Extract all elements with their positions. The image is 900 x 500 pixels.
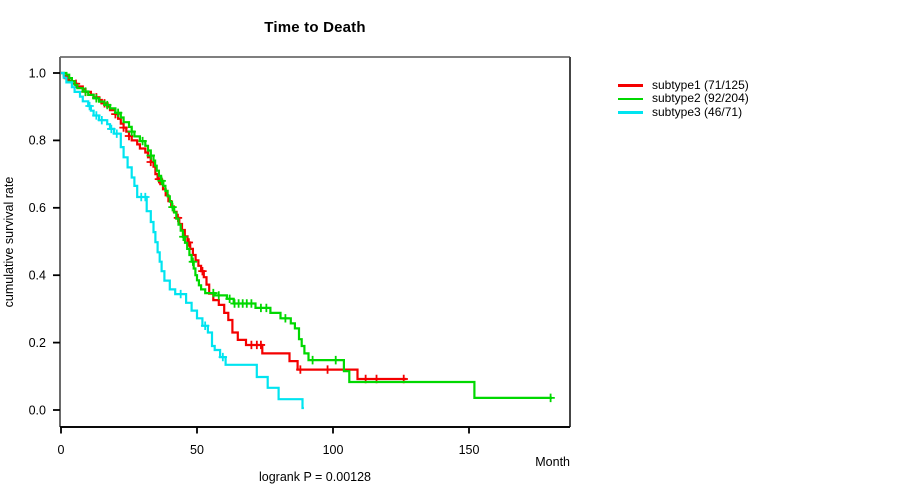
- censor-mark-subtype2: [331, 355, 340, 365]
- y-tick-label: 0.8: [29, 134, 46, 148]
- censor-mark-subtype2: [188, 257, 198, 266]
- censor-mark-subtype3: [200, 321, 210, 330]
- survival-curve-subtype2: [61, 71, 552, 399]
- censor-mark-subtype3: [218, 352, 228, 362]
- censor-mark-subtype2: [113, 108, 123, 117]
- x-axis-label: Month: [535, 455, 570, 469]
- x-tick-label: 100: [323, 443, 344, 457]
- censor-mark-subtype2: [262, 303, 271, 313]
- censor-mark-subtype2: [179, 232, 188, 241]
- censor-mark-subtype2: [157, 176, 166, 186]
- plot-legend: subtype1 (71/125) subtype2 (92/204) subt…: [618, 78, 749, 119]
- x-tick-label: 50: [190, 443, 204, 457]
- censor-mark-subtype3: [112, 129, 121, 138]
- censor-mark-subtype2: [308, 355, 317, 365]
- censor-mark-subtype1: [256, 340, 266, 350]
- plot-title: Time to Death: [264, 19, 366, 36]
- censor-mark-subtype1: [323, 365, 332, 374]
- censor-mark-subtype1: [124, 131, 134, 141]
- censor-mark-subtype2: [81, 87, 90, 96]
- censor-mark-subtype2: [138, 136, 147, 146]
- legend-label-subtype1: subtype1 (71/125): [652, 78, 749, 92]
- censor-mark-subtype2: [103, 100, 112, 110]
- censor-mark-subtype3: [176, 289, 185, 299]
- censor-mark-subtype3: [141, 192, 150, 202]
- y-tick-label: 0.2: [29, 336, 46, 350]
- y-tick-label: 1.0: [29, 66, 46, 80]
- censor-mark-subtype1: [119, 123, 128, 132]
- y-tick-label: 0.6: [29, 201, 46, 215]
- censor-mark-subtype2: [168, 202, 177, 212]
- censor-mark-subtype3: [85, 101, 94, 111]
- legend-line-swatch-subtype1: [618, 84, 643, 87]
- censor-mark-subtype2: [281, 314, 290, 323]
- censor-mark-subtype3: [92, 111, 101, 120]
- censor-mark-subtype2: [225, 294, 234, 303]
- legend-item-subtype3: subtype3 (46/71): [618, 104, 749, 119]
- legend-item-subtype1: subtype1 (71/125): [618, 78, 749, 92]
- x-tick-label: 0: [58, 443, 65, 457]
- survival-curve-subtype1: [61, 71, 407, 381]
- legend-label-subtype2: subtype2 (92/204): [652, 91, 749, 106]
- legend-label-subtype3: subtype3 (46/71): [652, 104, 743, 119]
- censor-mark-subtype2: [209, 288, 218, 298]
- y-axis-label: cumulative survival rate: [2, 176, 16, 308]
- censor-mark-subtype2: [146, 151, 155, 160]
- logrank-pvalue-annotation: logrank P = 0.00128: [258, 470, 371, 484]
- censor-mark-subtype2: [92, 94, 101, 103]
- legend-item-subtype2: subtype2 (92/204): [618, 91, 749, 106]
- censor-mark-subtype1: [296, 365, 305, 374]
- censor-mark-subtype2: [546, 393, 555, 403]
- censor-mark-subtype1: [198, 266, 207, 276]
- censor-mark-subtype2: [127, 127, 136, 136]
- legend-line-swatch-subtype3: [618, 111, 643, 114]
- survival-curve-subtype3: [61, 71, 304, 410]
- x-tick-label: 150: [459, 443, 480, 457]
- censor-mark-subtype3: [107, 124, 116, 134]
- censor-mark-subtype2: [214, 291, 223, 300]
- y-tick-label: 0.4: [29, 269, 46, 283]
- censor-mark-subtype3: [97, 115, 106, 125]
- legend-line-swatch-subtype2: [618, 97, 643, 101]
- y-tick-label: 0.0: [29, 403, 46, 417]
- censor-mark-subtype2: [247, 299, 256, 308]
